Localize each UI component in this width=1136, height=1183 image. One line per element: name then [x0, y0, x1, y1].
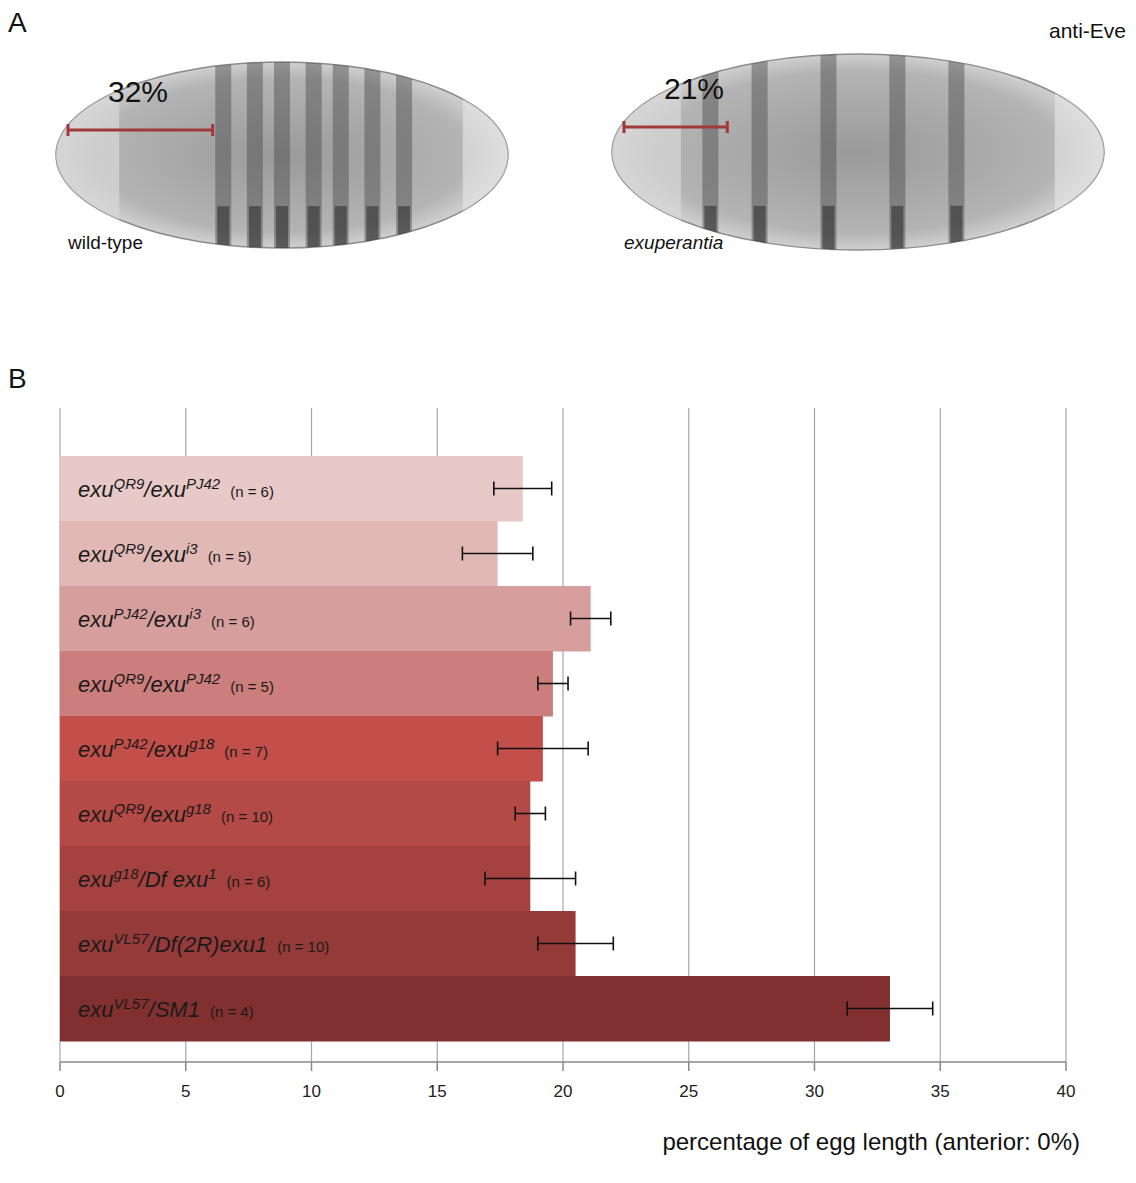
- bar: [60, 976, 890, 1042]
- error-bar: [538, 677, 568, 691]
- tick-label: 35: [931, 1082, 950, 1101]
- embryo: [612, 54, 1104, 255]
- grid-line: [688, 408, 689, 1062]
- error-bar: [485, 872, 576, 886]
- error-bar: [571, 612, 611, 626]
- category-label: exuQR9/exuPJ42: [78, 475, 221, 502]
- panel-letter: B: [8, 363, 27, 394]
- grid-line: [814, 408, 815, 1062]
- n-label: (n = 7): [224, 743, 268, 760]
- extent-cap: [623, 121, 626, 133]
- panel-letter: A: [8, 7, 27, 38]
- bar: [60, 911, 576, 977]
- tick-mark: [59, 1062, 61, 1071]
- bar: [60, 781, 530, 847]
- tick-mark: [311, 1062, 313, 1071]
- tick-label: 10: [302, 1082, 321, 1101]
- bar: [60, 521, 498, 587]
- stain-label: anti-Eve: [1049, 19, 1126, 42]
- tick-mark: [437, 1062, 439, 1071]
- category-label: exuQR9/exui3: [78, 540, 198, 567]
- genotype-label: exuperantia: [624, 232, 723, 253]
- x-axis-title: percentage of egg length (anterior: 0%): [662, 1128, 1080, 1155]
- grid-line: [940, 408, 941, 1062]
- category-label: exuQR9/exug18: [78, 800, 212, 827]
- category-label: exuVL57/Df(2R)exu1: [78, 930, 267, 957]
- category-label: exuQR9/exuPJ42: [78, 670, 221, 697]
- tick-mark: [562, 1062, 564, 1071]
- extent-label: 21%: [664, 72, 724, 105]
- genotype-label: wild-type: [67, 232, 143, 253]
- figure: Aanti-Eve 32% wild-type 21% exuperantia BexuQ…: [0, 0, 1136, 1183]
- tick-label: 20: [554, 1082, 573, 1101]
- tick-mark: [1065, 1062, 1067, 1071]
- tick-label: 40: [1057, 1082, 1076, 1101]
- bar: [60, 716, 543, 782]
- extent-cap: [211, 124, 214, 136]
- grid-line: [1065, 408, 1066, 1062]
- tick-mark: [940, 1062, 942, 1071]
- extent-bar: [68, 129, 213, 132]
- bar: [60, 586, 591, 652]
- error-bar: [494, 482, 552, 496]
- category-label: exug18/Df exu1: [78, 865, 217, 892]
- tick-mark: [185, 1062, 187, 1071]
- error-bar: [847, 1002, 933, 1016]
- n-label: (n = 4): [210, 1003, 254, 1020]
- n-label: (n = 10): [221, 808, 273, 825]
- n-label: (n = 6): [211, 613, 255, 630]
- category-label: exuPJ42/exui3: [78, 605, 202, 632]
- egg: [612, 54, 1104, 250]
- category-label: exuVL57/SM1: [78, 995, 200, 1022]
- tick-mark: [814, 1062, 816, 1071]
- tick-mark: [688, 1062, 690, 1071]
- n-label: (n = 10): [277, 938, 329, 955]
- tick-label: 0: [55, 1082, 64, 1101]
- error-bar: [498, 742, 589, 756]
- tick-label: 30: [805, 1082, 824, 1101]
- tick-label: 25: [679, 1082, 698, 1101]
- error-bar: [462, 547, 532, 561]
- n-label: (n = 5): [208, 548, 252, 565]
- extent-label: 32%: [108, 75, 168, 108]
- bars: [60, 456, 933, 1042]
- tick-label: 5: [181, 1082, 190, 1101]
- n-label: (n = 6): [227, 873, 271, 890]
- bar: [60, 651, 553, 717]
- extent-cap: [726, 121, 729, 133]
- error-bar: [515, 807, 545, 821]
- tick-label: 15: [428, 1082, 447, 1101]
- bar: [60, 456, 523, 522]
- extent-bar: [624, 126, 727, 129]
- embryo: [56, 62, 508, 253]
- bar: [60, 846, 530, 912]
- error-bar: [538, 937, 613, 951]
- n-label: (n = 6): [230, 483, 274, 500]
- extent-cap: [67, 124, 70, 136]
- category-label: exuPJ42/exug18: [78, 735, 215, 762]
- bar-labels: exuQR9/exuPJ42 (n = 6) exuQR9/exui3 (n = 5)…: [78, 475, 329, 1022]
- n-label: (n = 5): [230, 678, 274, 695]
